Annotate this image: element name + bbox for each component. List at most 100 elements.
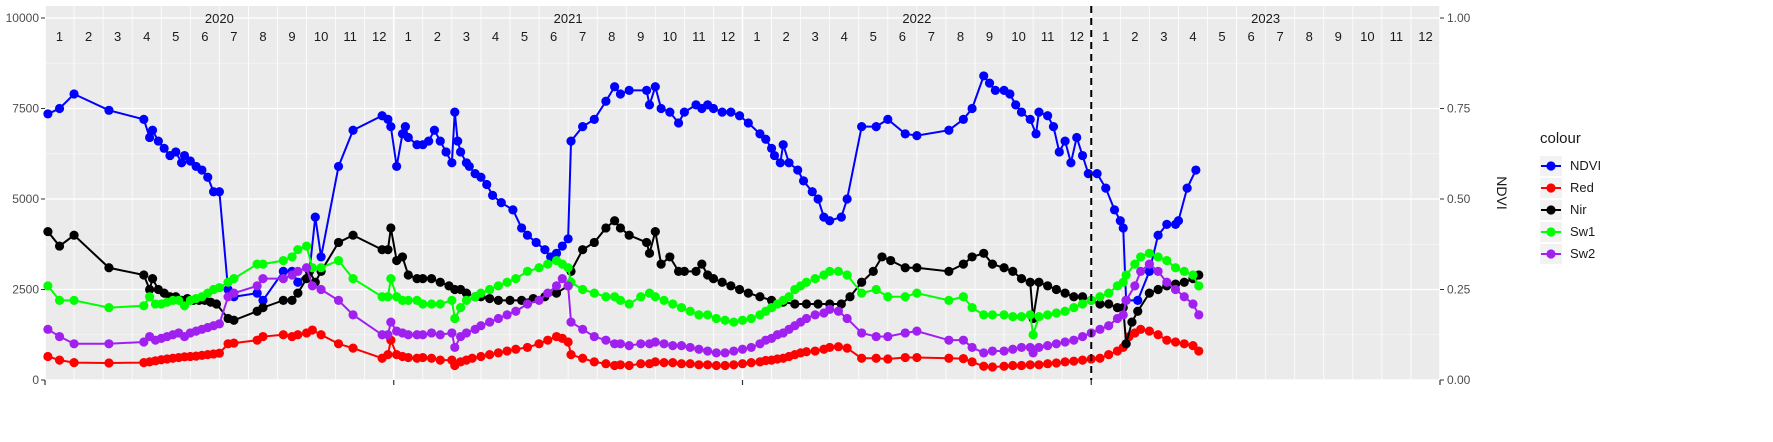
data-point: [348, 125, 358, 135]
data-point: [333, 339, 344, 349]
month-label: 4: [1189, 29, 1196, 44]
data-point: [386, 122, 396, 132]
data-point: [1144, 259, 1154, 269]
month-label: 10: [1360, 29, 1374, 44]
legend-label: Red: [1570, 180, 1594, 195]
data-point: [1104, 299, 1114, 309]
data-point: [793, 165, 803, 175]
data-point: [534, 263, 544, 273]
data-point: [383, 350, 393, 360]
data-point: [1077, 150, 1088, 161]
data-point: [729, 346, 739, 356]
data-point: [813, 194, 823, 204]
data-point: [435, 330, 445, 340]
data-point: [1069, 335, 1079, 345]
data-point: [650, 82, 660, 92]
y-left-tick-label: 2500: [12, 283, 39, 297]
data-point: [836, 299, 846, 309]
data-point: [333, 295, 344, 305]
data-point: [287, 295, 297, 305]
data-point: [383, 330, 393, 340]
data-point: [1170, 284, 1181, 295]
data-point: [502, 346, 512, 356]
data-point: [348, 310, 358, 320]
data-point: [482, 179, 492, 190]
data-point: [485, 284, 495, 295]
data-point: [979, 71, 989, 81]
month-label: 2: [1131, 29, 1138, 44]
data-point: [441, 147, 451, 157]
month-label: 11: [1041, 29, 1055, 44]
data-point: [720, 360, 730, 371]
data-point: [450, 342, 460, 353]
data-point: [69, 230, 79, 240]
data-point: [1005, 89, 1015, 99]
data-point: [485, 350, 495, 360]
data-point: [900, 292, 910, 302]
data-point: [197, 165, 207, 175]
month-label: 6: [201, 29, 208, 44]
data-point: [1048, 122, 1059, 132]
month-label: 7: [928, 29, 935, 44]
data-point: [900, 263, 910, 273]
data-point: [987, 259, 998, 269]
data-point: [301, 241, 312, 251]
month-label: 2: [85, 29, 92, 44]
month-label: 4: [841, 29, 848, 44]
data-point: [610, 82, 620, 92]
data-point: [278, 330, 288, 340]
legend-item-sw1: Sw1: [1540, 222, 1595, 242]
year-label: 2023: [1251, 11, 1280, 26]
data-point: [147, 125, 158, 135]
data-point: [383, 245, 393, 255]
data-point: [958, 114, 968, 124]
data-point: [54, 331, 65, 342]
data-point: [999, 361, 1009, 371]
data-point: [900, 129, 910, 139]
data-point: [711, 348, 721, 358]
data-point: [1179, 277, 1189, 287]
data-point: [229, 274, 239, 284]
data-point: [551, 248, 562, 258]
data-point: [987, 346, 998, 356]
data-point: [179, 301, 190, 311]
month-label: 7: [1277, 29, 1284, 44]
legend-item-nir: Nir: [1540, 200, 1587, 220]
data-point: [447, 328, 457, 338]
data-point: [883, 331, 893, 342]
legend-title: colour: [1540, 130, 1581, 147]
data-point: [601, 335, 611, 345]
data-point: [801, 277, 812, 287]
data-point: [1072, 132, 1082, 143]
data-point: [877, 252, 887, 262]
data-point: [214, 283, 224, 293]
data-point: [746, 342, 756, 353]
month-label: 7: [230, 29, 237, 44]
data-point: [1060, 136, 1070, 146]
data-point: [944, 125, 954, 135]
data-point: [316, 330, 326, 340]
data-point: [403, 330, 413, 340]
data-point: [737, 315, 748, 325]
data-point: [810, 274, 820, 284]
data-point: [104, 303, 114, 313]
month-label: 4: [143, 29, 150, 44]
data-point: [493, 281, 503, 291]
y-left-tick-label: 5000: [12, 192, 39, 206]
data-point: [1170, 337, 1181, 347]
data-point: [685, 342, 695, 353]
data-point: [540, 245, 550, 255]
data-point: [508, 205, 518, 215]
data-point: [159, 143, 169, 153]
data-point: [833, 266, 844, 276]
data-point: [813, 299, 823, 309]
data-point: [1016, 312, 1027, 322]
data-point: [857, 277, 867, 287]
data-point: [435, 277, 445, 287]
data-point: [310, 212, 320, 222]
data-point: [258, 259, 268, 269]
data-point: [1194, 346, 1204, 356]
data-point: [1066, 158, 1076, 168]
data-point: [825, 266, 835, 276]
data-point: [624, 299, 634, 309]
